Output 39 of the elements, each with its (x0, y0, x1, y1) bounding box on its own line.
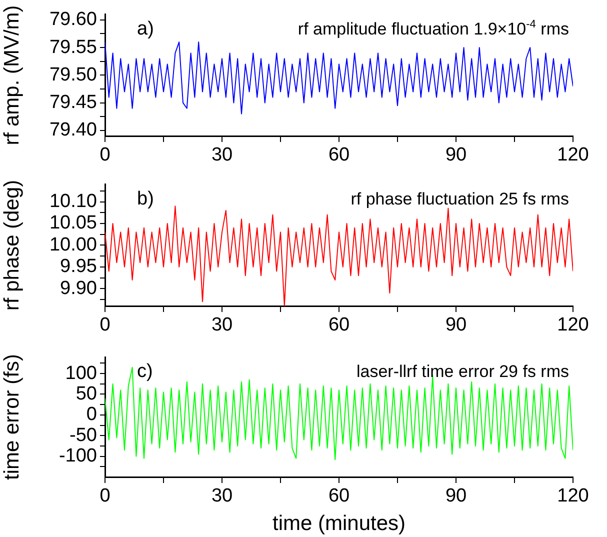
y-axis-title: time error (fs) (0, 354, 24, 480)
x-tick-label: 0 (100, 486, 110, 507)
y-axis-title: rf amp. (MV/m) (0, 5, 24, 146)
y-tick-label: 10.10 (49, 191, 97, 212)
y-tick-label: 79.50 (49, 64, 97, 86)
y-tick-label: 10.00 (49, 234, 97, 256)
y-tick-label: 9.95 (60, 256, 97, 278)
x-tick-label: 120 (557, 314, 589, 336)
x-tick-label: 0 (100, 144, 110, 166)
annotation: rf phase fluctuation 25 fs rms (350, 189, 570, 208)
x-tick-label: 60 (328, 144, 350, 166)
x-tick-label: 90 (445, 314, 467, 336)
annotation: a) (137, 18, 154, 40)
y-tick-label: 10.05 (49, 212, 97, 234)
x-tick-label: 60 (328, 314, 350, 336)
y-tick-label: -50 (70, 424, 97, 446)
y-axis-title: rf phase (deg) (0, 180, 24, 311)
y-tick-label: 79.45 (49, 92, 97, 114)
x-tick-label: 90 (445, 486, 467, 507)
annotation: b) (137, 188, 154, 210)
x-tick-label: 30 (211, 144, 233, 166)
y-tick-label: 0 (86, 404, 97, 426)
x-tick-label: 0 (100, 314, 110, 336)
annotation: laser-llrf time error 29 fs rms (356, 362, 570, 381)
x-tick-label: 90 (445, 144, 467, 166)
x-tick-label: 30 (211, 314, 233, 336)
x-tick-label: 120 (557, 486, 589, 507)
x-tick-label: 60 (328, 486, 350, 507)
x-tick-label: 30 (211, 486, 233, 507)
annotation: c) (137, 361, 153, 382)
x-axis-title: time (minutes) (272, 512, 406, 536)
y-tick-label: 50 (76, 383, 97, 404)
y-tick-label: 79.60 (49, 9, 97, 30)
y-tick-label: 100 (65, 362, 97, 384)
y-tick-label: 79.55 (49, 36, 97, 58)
y-tick-label: -100 (58, 446, 97, 467)
x-tick-label: 120 (557, 144, 589, 166)
y-tick-label: 9.90 (60, 278, 97, 299)
y-tick-label: 79.40 (49, 120, 97, 141)
